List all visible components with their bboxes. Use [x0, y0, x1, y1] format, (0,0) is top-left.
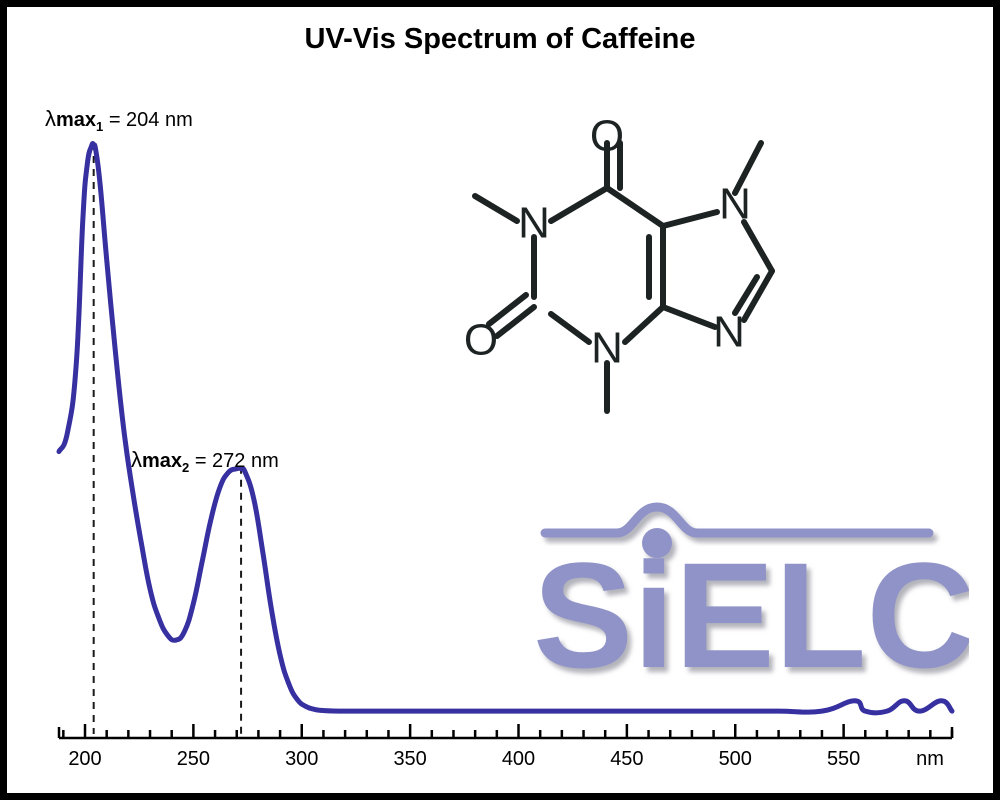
x-axis-tick-label: 200	[68, 748, 101, 770]
peak1-value: = 204 nm	[103, 109, 193, 131]
x-axis-tick-label: 550	[827, 748, 860, 770]
molecule-bonds	[472, 140, 775, 414]
caffeine-structure-diagram: O N N O N N	[464, 112, 775, 414]
bond-c4-n3	[622, 304, 666, 345]
bond-c8-n9-double	[732, 274, 760, 316]
peak2-max-text: max	[142, 450, 183, 472]
peak2-label: λmax2 = 272 nm	[131, 447, 279, 475]
peak1-label: λmax1 = 204 nm	[45, 106, 193, 134]
atom-label-o-left: O	[464, 316, 498, 365]
sielc-logo[interactable]: SiELC	[529, 489, 969, 679]
x-axis-tick-label: 300	[285, 748, 318, 770]
bond-c4-n9	[660, 304, 718, 330]
bond-n1-methyl	[472, 193, 520, 224]
peak1-max-text: max	[56, 109, 97, 131]
spectrum-plot: 200 250 300 350 400 450 500 550 nm	[56, 141, 955, 770]
figure-canvas: UV-Vis Spectrum of Caffeine 200 250 300 350…	[7, 7, 993, 793]
x-axis-tick-labels: 200 250 300 350 400 450 500 550 nm	[68, 748, 944, 770]
x-axis-tick-label: 400	[502, 748, 535, 770]
atom-label-n3: N	[591, 324, 623, 373]
x-axis	[57, 724, 954, 740]
peak2-lambda-symbol: λ	[131, 447, 142, 472]
peak2-subscript: 2	[182, 460, 190, 475]
bond-c2-o-a	[494, 304, 537, 339]
atom-label-n1: N	[518, 199, 550, 248]
peak-marker-lines	[92, 143, 243, 734]
bond-c5-n7	[660, 209, 720, 229]
bond-c2-n3	[548, 311, 592, 345]
x-axis-tick-label: 250	[177, 748, 210, 770]
logo-chromatogram-line	[540, 502, 934, 538]
x-axis-tick-label: 450	[610, 748, 643, 770]
bond-c2-o-b	[486, 292, 529, 327]
x-axis-unit-label: nm	[916, 748, 944, 770]
peak1-subscript: 1	[96, 119, 104, 134]
bond-n7-methyl	[732, 140, 764, 196]
logo-wordmark: SiELC	[533, 528, 969, 679]
logo-text: SiELC	[533, 531, 969, 679]
peak2-value: = 272 nm	[189, 450, 279, 472]
bond-c6-c5	[604, 185, 666, 229]
atom-label-n7: N	[719, 180, 751, 229]
peak1-lambda-symbol: λ	[45, 106, 56, 131]
atom-label-n9: N	[713, 308, 745, 357]
x-axis-tick-label: 500	[719, 748, 752, 770]
logo-i-dot	[642, 528, 672, 558]
bond-c8-n9	[741, 268, 775, 323]
spectrum-curve	[56, 141, 955, 716]
bond-n7-c8	[741, 219, 775, 274]
atom-label-o-top: O	[590, 112, 624, 161]
x-axis-tick-label: 350	[393, 748, 426, 770]
page-title: UV-Vis Spectrum of Caffeine	[304, 23, 696, 55]
bond-n1-c6	[548, 185, 610, 224]
